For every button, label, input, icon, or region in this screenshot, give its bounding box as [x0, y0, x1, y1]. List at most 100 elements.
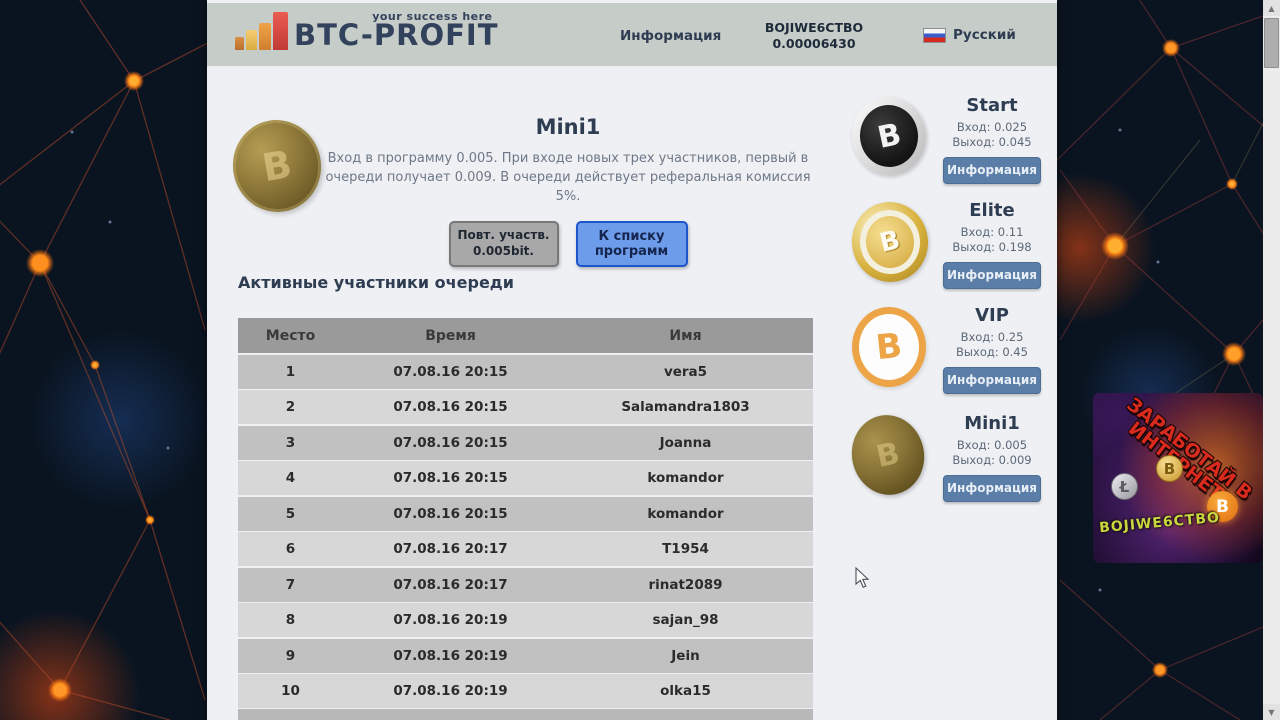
repeat-button-line2: 0.005bit.: [473, 243, 534, 258]
information-button-start[interactable]: Информация: [943, 156, 1041, 184]
bitcoin-orange-icon: B: [1207, 491, 1238, 522]
time-cell: 07.08.16 20:19: [393, 683, 508, 699]
place-cell: 5: [285, 505, 296, 522]
place-cell: 1: [285, 363, 296, 380]
table-row: 5 07.08.16 20:15 komandor: [238, 496, 813, 531]
nav-information-link[interactable]: Информация: [620, 28, 722, 44]
card-title: Start: [966, 95, 1018, 116]
card-entry: Вход: 0.025: [956, 120, 1028, 134]
program-description: Вход в программу 0.005. При входе новых …: [325, 151, 811, 204]
queue-table: Место Время Имя 1 07.08.16 20:15 vera5 2 07.…: [238, 318, 813, 708]
gold-coin-icon: B: [1156, 455, 1183, 482]
elite-coin-icon: B: [848, 198, 932, 286]
table-row-partial: [238, 709, 813, 720]
program-title: Mini1: [535, 115, 601, 139]
start-coin-icon: B: [848, 93, 930, 179]
language-label: Русский: [953, 27, 1016, 43]
table-row: 7 07.08.16 20:17 rinat2089: [238, 567, 813, 602]
time-cell: 07.08.16 20:17: [393, 576, 508, 593]
program-list-button[interactable]: К списку программ: [575, 220, 688, 267]
russian-flag-icon: [923, 27, 946, 43]
program-info: Mini1 Вход в программу 0.005. При входе …: [323, 115, 813, 267]
place-cell: 4: [285, 470, 296, 486]
language-selector[interactable]: Русский: [923, 27, 1016, 43]
place-cell: 7: [285, 576, 296, 593]
video-watermark-overlay: ЗАРАБОТАЙ В ИНТЕРНЕТЕ Ł B B BOJIWE6CTBO: [1093, 393, 1263, 563]
time-cell: 07.08.16 20:15: [393, 505, 508, 522]
bar-chart-logo-icon: [235, 12, 290, 50]
scrollbar-down-arrow-icon[interactable]: ▼: [1263, 704, 1280, 720]
time-cell: 07.08.16 20:15: [393, 363, 508, 380]
time-cell: 07.08.16 20:15: [393, 470, 508, 486]
mini1-coin-icon: B: [844, 408, 932, 502]
scrollbar[interactable]: ▲ ▼: [1263, 0, 1280, 720]
table-row: 3 07.08.16 20:15 Joanna: [238, 425, 813, 460]
table-row: 10 07.08.16 20:19 olka15: [238, 674, 813, 708]
time-cell: 07.08.16 20:19: [393, 647, 508, 664]
column-header-place: Место: [265, 327, 316, 344]
name-cell: vera5: [663, 363, 708, 380]
program-card-vip: B VIP Вход: 0.25 Выход: 0.45 Информация: [847, 305, 1052, 394]
column-header-time: Время: [425, 327, 476, 344]
place-cell: 6: [285, 541, 296, 557]
card-exit: Выход: 0.045: [952, 134, 1032, 149]
logo-title: BTC-PROFIT: [294, 18, 499, 52]
card-title: Mini1: [964, 413, 1020, 434]
name-cell: sajan_98: [652, 612, 719, 628]
name-cell: Jein: [671, 647, 700, 664]
site-header: your success here BTC-PROFIT Информация …: [207, 3, 1057, 66]
program-card-mini1: B Mini1 Вход: 0.005 Выход: 0.009 Информа…: [844, 408, 1052, 502]
username: BOJIWE6CTBO: [764, 20, 864, 35]
logo-tagline: your success here: [372, 10, 493, 23]
scrollbar-thumb[interactable]: [1264, 18, 1279, 68]
card-entry: Вход: 0.11: [960, 225, 1024, 239]
table-header-row: Место Время Имя: [238, 318, 813, 353]
user-account[interactable]: BOJIWE6CTBO 0.00006430: [754, 20, 874, 51]
repeat-participation-button[interactable]: Повт. участв. 0.005bit.: [448, 220, 559, 267]
card-exit: Выход: 0.198: [952, 239, 1032, 254]
time-cell: 07.08.16 20:19: [393, 612, 508, 628]
table-row: 4 07.08.16 20:15 komandor: [238, 461, 813, 495]
user-balance: 0.00006430: [772, 35, 856, 51]
repeat-button-line1: Повт. участв.: [457, 227, 550, 242]
table-row: 9 07.08.16 20:19 Jein: [238, 638, 813, 673]
name-cell: Joanna: [659, 434, 712, 451]
place-cell: 2: [285, 399, 296, 415]
place-cell: 9: [285, 647, 296, 664]
information-button-elite[interactable]: Информация: [943, 261, 1041, 289]
name-cell: komandor: [647, 470, 724, 486]
place-cell: 10: [281, 683, 300, 699]
queue-heading: Активные участники очереди: [238, 273, 514, 292]
time-cell: 07.08.16 20:15: [393, 399, 508, 415]
card-entry: Вход: 0.25: [960, 330, 1024, 344]
name-cell: komandor: [647, 505, 724, 522]
card-exit: Выход: 0.45: [956, 344, 1028, 359]
name-cell: Salamandra1803: [621, 399, 750, 415]
time-cell: 07.08.16 20:15: [393, 434, 508, 451]
place-cell: 8: [285, 612, 296, 628]
card-entry: Вход: 0.005: [956, 438, 1028, 452]
overlay-watermark: BOJIWE6CTBO: [1098, 509, 1221, 537]
page-panel: your success here BTC-PROFIT Информация …: [207, 0, 1057, 720]
column-header-name: Имя: [669, 327, 702, 344]
table-row: 1 07.08.16 20:15 vera5: [238, 354, 813, 389]
place-cell: 3: [285, 434, 296, 451]
time-cell: 07.08.16 20:17: [393, 541, 508, 557]
name-cell: T1954: [662, 541, 709, 557]
site-logo[interactable]: your success here BTC-PROFIT: [235, 10, 499, 50]
vip-coin-icon: B: [852, 307, 926, 387]
card-title: VIP: [975, 305, 1009, 326]
name-cell: olka15: [660, 683, 711, 699]
name-cell: rinat2089: [648, 576, 723, 593]
litecoin-icon: Ł: [1111, 473, 1138, 500]
scrollbar-up-arrow-icon[interactable]: ▲: [1263, 0, 1280, 16]
table-row: 8 07.08.16 20:19 sajan_98: [238, 603, 813, 637]
information-button-mini1[interactable]: Информация: [943, 474, 1041, 502]
card-exit: Выход: 0.009: [952, 452, 1032, 467]
information-button-vip[interactable]: Информация: [943, 366, 1041, 394]
table-row: 6 07.08.16 20:17 T1954: [238, 532, 813, 566]
card-title: Elite: [969, 200, 1015, 221]
queue-table-body: 1 07.08.16 20:15 vera5 2 07.08.16 20:15 Salam…: [238, 354, 813, 708]
table-row: 2 07.08.16 20:15 Salamandra1803: [238, 390, 813, 424]
bitcoin-coin-icon: B: [225, 113, 329, 219]
